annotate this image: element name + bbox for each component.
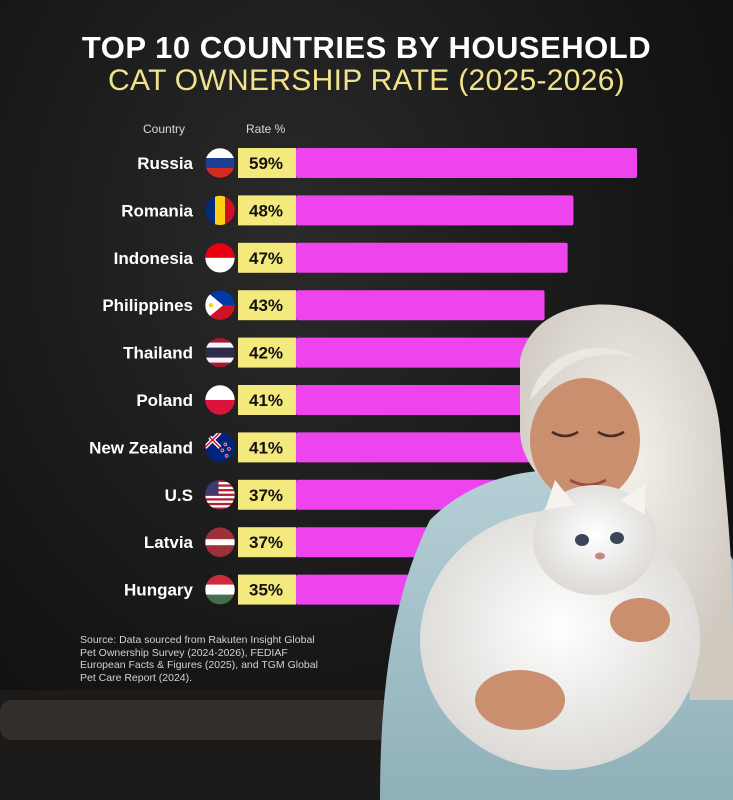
country-label: Romania: [121, 201, 193, 220]
country-label: Hungary: [124, 581, 194, 600]
value-label: 41%: [249, 391, 283, 410]
country-label: Poland: [136, 391, 193, 410]
country-label: Russia: [137, 154, 193, 173]
poland-flag-icon: [204, 384, 236, 416]
value-label-box: [238, 148, 296, 178]
value-label-box: [238, 479, 296, 510]
bar-row: 43% Philippines: [102, 289, 545, 321]
latvia-flag-icon: [204, 526, 236, 558]
bar: [296, 195, 574, 226]
romania-flag-icon: [204, 195, 236, 226]
bar-row: 41% Poland: [136, 384, 533, 416]
philippines-flag-icon: [204, 289, 236, 321]
value-label-box: [238, 527, 296, 558]
value-label-box: [238, 574, 296, 605]
bar: [296, 385, 533, 415]
hungary-flag-icon: [204, 574, 236, 605]
rate-column-header: Rate %: [246, 122, 286, 136]
chart-subtitle: CAT OWNERSHIP RATE (2025-2026): [108, 64, 625, 97]
country-label: Latvia: [144, 533, 194, 552]
value-label-box: [238, 385, 296, 415]
value-label: 43%: [249, 296, 283, 315]
value-label: 35%: [249, 581, 283, 600]
value-label: 59%: [249, 154, 283, 173]
bar-row: 42% Thailand: [123, 337, 539, 368]
bar: [296, 148, 637, 178]
value-label-box: [238, 195, 296, 226]
country-label: Indonesia: [114, 249, 194, 268]
value-label: 41%: [249, 438, 283, 457]
bar: [296, 432, 533, 463]
value-label: 48%: [249, 201, 283, 220]
value-label: 37%: [249, 486, 283, 505]
country-column-header: Country: [143, 122, 186, 136]
value-label-box: [238, 242, 296, 273]
bar-row: 59% Russia: [137, 147, 637, 179]
country-label: New Zealand: [89, 438, 193, 457]
value-label-box: [238, 337, 296, 368]
bar-row: 41% New Zealand: [89, 432, 533, 463]
value-label: 37%: [249, 533, 283, 552]
value-label: 47%: [249, 249, 283, 268]
russia-flag-icon: [204, 147, 236, 179]
chart-title: TOP 10 COUNTRIES BY HOUSEHOLD: [81, 30, 652, 65]
bar-row: 47% Indonesia: [114, 242, 568, 274]
value-label-box: [238, 290, 296, 321]
bar: [296, 242, 568, 273]
us-flag-icon: [204, 479, 236, 511]
bar-row: 48% Romania: [121, 195, 574, 226]
source-note: Source: Data sourced from Rakuten Insigh…: [80, 634, 318, 684]
thailand-flag-icon: [204, 337, 236, 368]
value-label: 42%: [249, 344, 283, 363]
value-label-box: [238, 432, 296, 463]
bar: [296, 290, 545, 321]
bar: [296, 337, 539, 368]
indonesia-flag-icon: [204, 242, 236, 274]
country-label: Philippines: [102, 296, 193, 315]
country-label: U.S: [165, 486, 193, 505]
country-label: Thailand: [123, 344, 193, 363]
